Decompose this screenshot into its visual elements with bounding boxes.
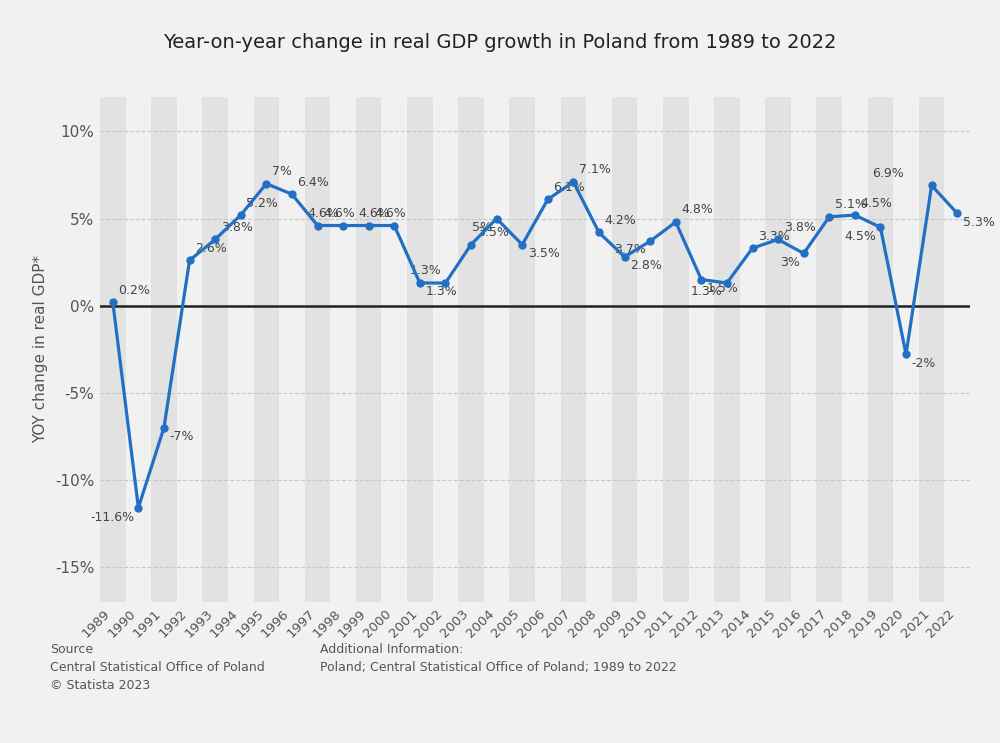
Bar: [868, 97, 893, 602]
Text: 5.1%: 5.1%: [835, 198, 867, 211]
Bar: [944, 97, 970, 602]
Bar: [279, 97, 305, 602]
Text: 3.8%: 3.8%: [784, 221, 816, 234]
Bar: [765, 97, 791, 602]
Bar: [305, 97, 330, 602]
Bar: [816, 97, 842, 602]
Bar: [100, 97, 126, 602]
Bar: [509, 97, 535, 602]
Text: 3.8%: 3.8%: [221, 221, 253, 234]
Bar: [151, 97, 177, 602]
Text: 7.1%: 7.1%: [579, 163, 611, 176]
Bar: [356, 97, 381, 602]
Text: 4.5%: 4.5%: [844, 230, 876, 242]
Bar: [637, 97, 663, 602]
Text: Year-on-year change in real GDP growth in Poland from 1989 to 2022: Year-on-year change in real GDP growth i…: [163, 33, 837, 53]
Text: 1.3%: 1.3%: [425, 285, 457, 298]
Bar: [689, 97, 714, 602]
Bar: [458, 97, 484, 602]
Text: -11.6%: -11.6%: [90, 511, 134, 525]
Text: Source
Central Statistical Office of Poland
© Statista 2023: Source Central Statistical Office of Pol…: [50, 643, 265, 692]
Y-axis label: YOY change in real GDP*: YOY change in real GDP*: [33, 255, 48, 444]
Bar: [254, 97, 279, 602]
Bar: [663, 97, 689, 602]
Bar: [177, 97, 202, 602]
Text: -7%: -7%: [170, 430, 194, 443]
Text: 5%: 5%: [472, 221, 492, 234]
Text: 7%: 7%: [272, 165, 292, 178]
Text: 6.1%: 6.1%: [553, 181, 585, 194]
Text: 3.3%: 3.3%: [758, 230, 790, 243]
Bar: [893, 97, 919, 602]
Bar: [740, 97, 765, 602]
Bar: [407, 97, 433, 602]
Text: 4.2%: 4.2%: [605, 214, 636, 227]
Bar: [433, 97, 458, 602]
Text: 5.3%: 5.3%: [963, 215, 995, 229]
Bar: [791, 97, 816, 602]
Bar: [842, 97, 868, 602]
Bar: [126, 97, 151, 602]
Text: 4.8%: 4.8%: [681, 204, 713, 216]
Bar: [612, 97, 637, 602]
Bar: [381, 97, 407, 602]
Text: 3.5%: 3.5%: [528, 247, 560, 260]
Text: 1.3%: 1.3%: [410, 265, 441, 277]
Bar: [561, 97, 586, 602]
Text: 1.3%: 1.3%: [691, 285, 723, 298]
Text: 2.6%: 2.6%: [195, 241, 227, 255]
Text: 6.4%: 6.4%: [297, 175, 329, 189]
Bar: [202, 97, 228, 602]
Bar: [714, 97, 740, 602]
Bar: [535, 97, 561, 602]
Text: 4.5%: 4.5%: [860, 196, 892, 210]
Bar: [586, 97, 612, 602]
Text: 2.8%: 2.8%: [630, 259, 662, 272]
Text: 3%: 3%: [780, 256, 800, 269]
Bar: [484, 97, 509, 602]
Text: Additional Information:
Poland; Central Statistical Office of Poland; 1989 to 20: Additional Information: Poland; Central …: [320, 643, 677, 674]
Text: 4.6%: 4.6%: [323, 207, 355, 220]
Text: 3.7%: 3.7%: [614, 244, 646, 256]
Bar: [330, 97, 356, 602]
Text: 1.5%: 1.5%: [707, 282, 739, 295]
Bar: [919, 97, 944, 602]
Text: 6.9%: 6.9%: [872, 167, 904, 180]
Text: -2%: -2%: [912, 357, 936, 370]
Text: 4.6%: 4.6%: [307, 207, 339, 220]
Text: 4.6%: 4.6%: [374, 207, 406, 220]
Text: 3.5%: 3.5%: [477, 226, 508, 239]
Text: 0.2%: 0.2%: [118, 284, 150, 296]
Text: 4.6%: 4.6%: [358, 207, 390, 220]
Bar: [228, 97, 254, 602]
Text: 5.2%: 5.2%: [246, 196, 278, 210]
